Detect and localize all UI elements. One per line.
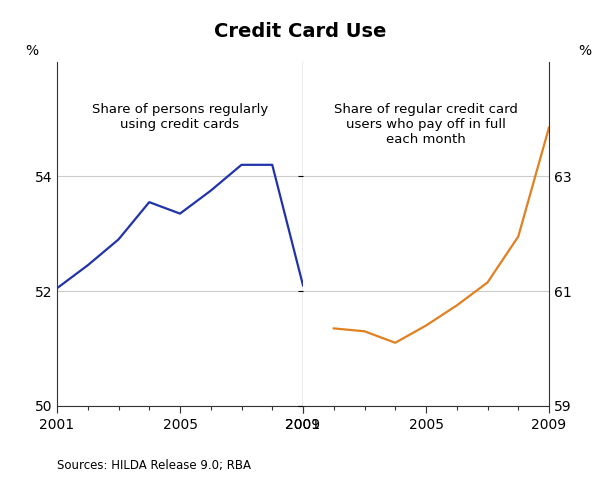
Text: %: % [578,44,592,58]
Text: Share of persons regularly
using credit cards: Share of persons regularly using credit … [92,103,268,131]
Text: %: % [25,44,38,58]
Text: Sources: HILDA Release 9.0; RBA: Sources: HILDA Release 9.0; RBA [57,460,251,472]
Text: Credit Card Use: Credit Card Use [214,23,386,41]
Text: Share of regular credit card
users who pay off in full
each month: Share of regular credit card users who p… [334,103,518,146]
